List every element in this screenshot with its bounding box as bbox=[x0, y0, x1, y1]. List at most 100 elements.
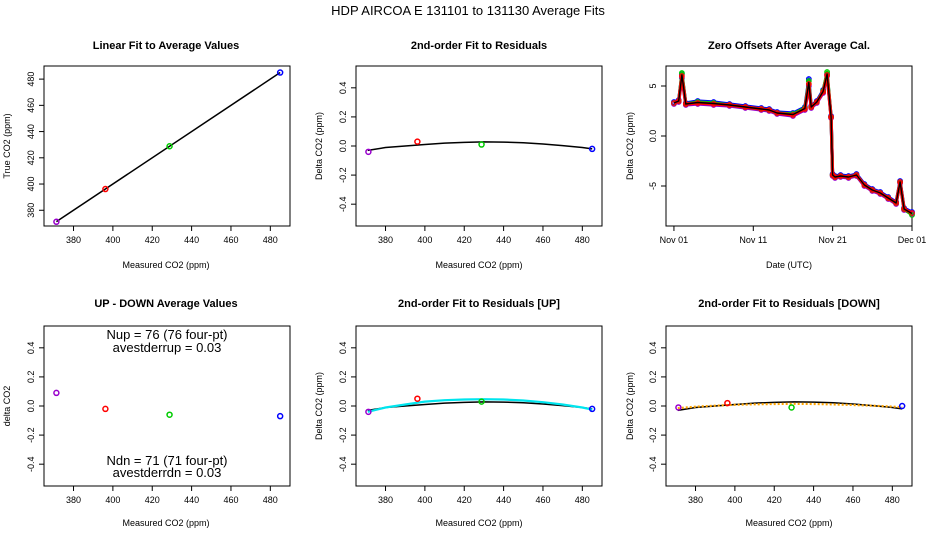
y-tick-label: 0.2 bbox=[648, 371, 658, 384]
x-tick-label: 480 bbox=[575, 235, 590, 245]
x-tick-label: 440 bbox=[184, 235, 199, 245]
y-tick-label: 480 bbox=[26, 72, 36, 87]
y-tick-label: 0.4 bbox=[338, 82, 348, 95]
fit-line bbox=[55, 71, 281, 223]
series-line-purple bbox=[673, 74, 913, 216]
y-tick-label: 460 bbox=[26, 98, 36, 113]
y-axis-label: Delta CO2 (ppm) bbox=[314, 372, 324, 440]
x-tick-label: 460 bbox=[223, 495, 238, 505]
data-point-green bbox=[166, 143, 173, 150]
series-point-red bbox=[861, 182, 868, 188]
y-tick-label: 400 bbox=[26, 177, 36, 192]
series-point-red bbox=[909, 210, 915, 216]
data-point-blue bbox=[588, 145, 596, 153]
y-tick-label: 5 bbox=[648, 83, 658, 88]
y-tick-label: -0.4 bbox=[338, 196, 348, 212]
x-tick-label: 440 bbox=[496, 235, 511, 245]
series-line-mean bbox=[673, 73, 913, 215]
x-tick-label: 400 bbox=[417, 495, 432, 505]
x-tick-label: 440 bbox=[184, 495, 199, 505]
y-tick-label: 380 bbox=[26, 203, 36, 218]
x-tick-label: 460 bbox=[535, 495, 550, 505]
y-tick-label: 420 bbox=[26, 150, 36, 165]
y-tick-label: -0.2 bbox=[648, 427, 658, 443]
data-point-green bbox=[478, 141, 485, 148]
x-tick-label: 420 bbox=[767, 495, 782, 505]
x-tick-label: 380 bbox=[378, 495, 393, 505]
x-tick-label: 480 bbox=[263, 235, 278, 245]
y-tick-label: 0.4 bbox=[338, 342, 348, 355]
x-tick-label: 380 bbox=[688, 495, 703, 505]
chart-title: 2nd-order Fit to Residuals bbox=[411, 40, 547, 52]
plot-frame bbox=[665, 65, 913, 227]
figure-title: HDP AIRCOA E 131101 to 131130 Average Fi… bbox=[331, 3, 605, 18]
y-tick-label: 0.0 bbox=[338, 400, 348, 413]
y-tick-label: 0.4 bbox=[26, 342, 36, 355]
x-tick-label: 440 bbox=[496, 495, 511, 505]
data-point-red bbox=[102, 405, 109, 413]
data-point-blue bbox=[276, 69, 284, 76]
y-tick-label: -0.4 bbox=[338, 456, 348, 472]
series-point-red bbox=[671, 100, 677, 106]
annotation-nup: Nup = 76 (76 four-pt) bbox=[106, 327, 227, 342]
y-axis-label: Delta CO2 (ppm) bbox=[625, 112, 635, 180]
y-axis-label: Delta CO2 (ppm) bbox=[314, 112, 324, 180]
y-tick-label: 0.4 bbox=[648, 342, 658, 355]
plot-frame bbox=[43, 65, 291, 227]
x-tick-label: Dec 01 bbox=[898, 235, 927, 245]
series-line-red bbox=[673, 73, 913, 215]
x-tick-label: 380 bbox=[66, 495, 81, 505]
y-tick-label: 0.0 bbox=[26, 400, 36, 413]
y-tick-label: 0.2 bbox=[338, 371, 348, 384]
x-tick-label: 400 bbox=[105, 495, 120, 505]
data-point-red bbox=[102, 185, 109, 193]
x-axis-label: Measured CO2 (ppm) bbox=[435, 260, 522, 270]
x-tick-label: 460 bbox=[535, 235, 550, 245]
y-tick-label: 0.0 bbox=[648, 130, 658, 143]
fit-curve-orange bbox=[677, 402, 903, 410]
annotation-avestderrdn: avestderrdn = 0.03 bbox=[113, 465, 222, 480]
data-point-purple bbox=[53, 389, 60, 397]
chart-title: 2nd-order Fit to Residuals [UP] bbox=[398, 298, 560, 310]
x-tick-label: Nov 21 bbox=[818, 235, 847, 245]
y-tick-label: 0.0 bbox=[338, 140, 348, 153]
data-point-blue bbox=[588, 405, 596, 413]
data-point-purple bbox=[365, 408, 372, 416]
y-tick-label: 440 bbox=[26, 124, 36, 139]
series-point-red bbox=[790, 112, 796, 118]
series-point-red bbox=[885, 195, 892, 201]
chart-title: Zero Offsets After Average Cal. bbox=[708, 40, 870, 52]
data-point-blue bbox=[898, 402, 906, 410]
data-point-purple bbox=[53, 218, 60, 226]
chart-p1: Linear Fit to Average Values Measured CO2… bbox=[2, 40, 291, 270]
x-axis-label: Measured CO2 (ppm) bbox=[435, 518, 522, 528]
x-tick-label: 480 bbox=[263, 495, 278, 505]
y-tick-label: -0.4 bbox=[26, 456, 36, 472]
x-axis-label: Measured CO2 (ppm) bbox=[745, 518, 832, 528]
fit-curve-cyan bbox=[367, 398, 593, 413]
x-axis-label: Measured CO2 (ppm) bbox=[122, 518, 209, 528]
y-tick-label: -0.4 bbox=[648, 456, 658, 472]
y-tick-label: 0.2 bbox=[338, 111, 348, 124]
chart-p3: Zero Offsets After Average Cal. Date (UTC… bbox=[625, 40, 926, 270]
x-axis-label: Date (UTC) bbox=[766, 260, 812, 270]
annotation-ndn: Ndn = 71 (71 four-pt) bbox=[106, 453, 227, 468]
data-point-green bbox=[788, 404, 795, 411]
data-point-red bbox=[414, 395, 421, 402]
data-point-green bbox=[166, 411, 173, 418]
y-tick-label: -5 bbox=[648, 182, 658, 190]
x-tick-label: 440 bbox=[806, 495, 821, 505]
series-point-red bbox=[877, 190, 884, 196]
x-tick-label: 380 bbox=[66, 235, 81, 245]
data-point-purple bbox=[675, 404, 682, 411]
x-tick-label: 380 bbox=[378, 235, 393, 245]
x-tick-label: 420 bbox=[457, 235, 472, 245]
x-tick-label: Nov 01 bbox=[660, 235, 689, 245]
x-tick-label: 400 bbox=[105, 235, 120, 245]
chart-p6: 2nd-order Fit to Residuals [DOWN] Measure… bbox=[625, 298, 913, 528]
data-point-green bbox=[478, 398, 485, 405]
y-tick-label: -0.2 bbox=[26, 427, 36, 443]
data-point-purple bbox=[365, 148, 372, 156]
y-axis-label: Delta CO2 (ppm) bbox=[625, 372, 635, 440]
